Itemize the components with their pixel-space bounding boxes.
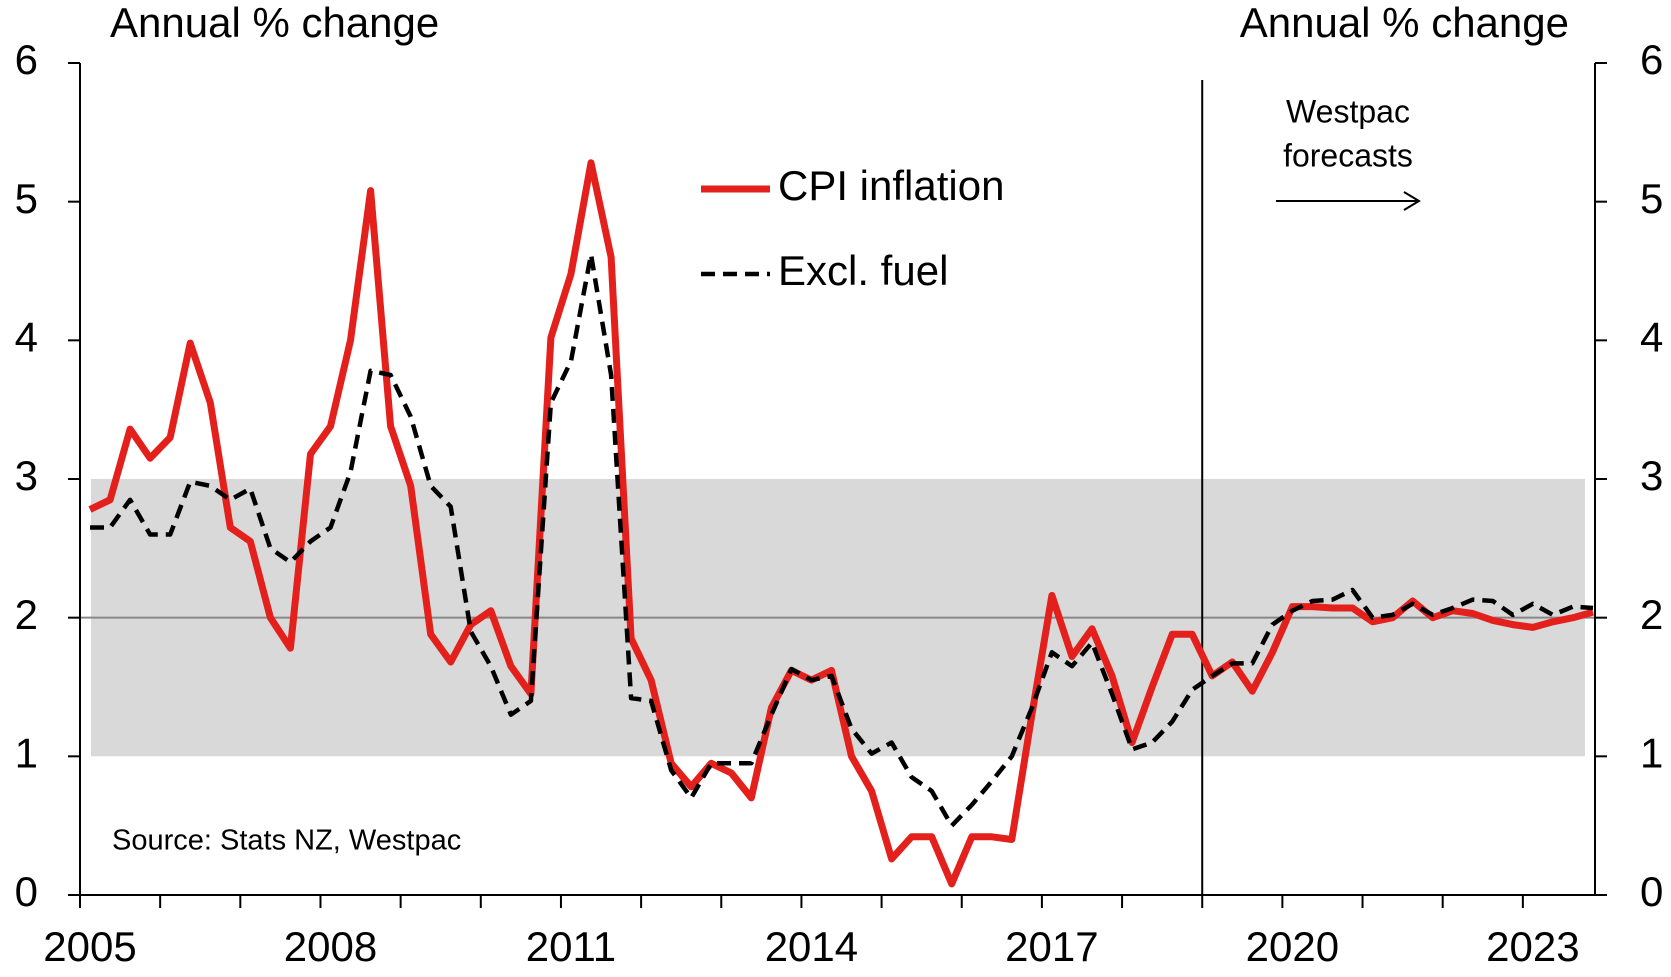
y-tick-label: 2 bbox=[15, 591, 38, 638]
y2-tick-label: 6 bbox=[1640, 36, 1663, 83]
y2-tick-label: 3 bbox=[1640, 452, 1663, 499]
legend-label: Excl. fuel bbox=[778, 247, 948, 294]
y-tick-label: 0 bbox=[15, 868, 38, 915]
series-line bbox=[88, 159, 1594, 888]
series-line bbox=[90, 252, 1594, 828]
y-tick-label: 3 bbox=[15, 452, 38, 499]
y-tick-label: 1 bbox=[15, 729, 38, 776]
x-tick-label: 2008 bbox=[284, 923, 377, 970]
y2-tick-label: 4 bbox=[1640, 313, 1663, 360]
source-note: Source: Stats NZ, Westpac bbox=[112, 825, 461, 857]
x-tick-label: 2014 bbox=[765, 923, 858, 970]
y-tick-label: 5 bbox=[15, 175, 38, 222]
annotation: forecasts bbox=[1283, 137, 1413, 173]
x-tick-label: 2005 bbox=[43, 923, 136, 970]
y2-tick-label: 2 bbox=[1640, 591, 1663, 638]
y2-tick-label: 1 bbox=[1640, 729, 1663, 776]
y2-tick-label: 5 bbox=[1640, 175, 1663, 222]
x-tick-label: 2017 bbox=[1005, 923, 1098, 970]
y2-tick-label: 0 bbox=[1640, 868, 1663, 915]
x-tick-label: 2023 bbox=[1486, 923, 1579, 970]
y-tick-label: 4 bbox=[15, 313, 38, 360]
x-tick-label: 2020 bbox=[1246, 923, 1339, 970]
legend-label: CPI inflation bbox=[778, 162, 1004, 209]
left-axis-title: Annual % change bbox=[110, 0, 439, 46]
y-tick-label: 6 bbox=[15, 36, 38, 83]
annotation: Westpac bbox=[1286, 93, 1410, 129]
right-axis-title: Annual % change bbox=[1240, 0, 1569, 46]
x-tick-label: 2011 bbox=[526, 923, 616, 970]
forecast-arrow bbox=[1276, 191, 1421, 211]
